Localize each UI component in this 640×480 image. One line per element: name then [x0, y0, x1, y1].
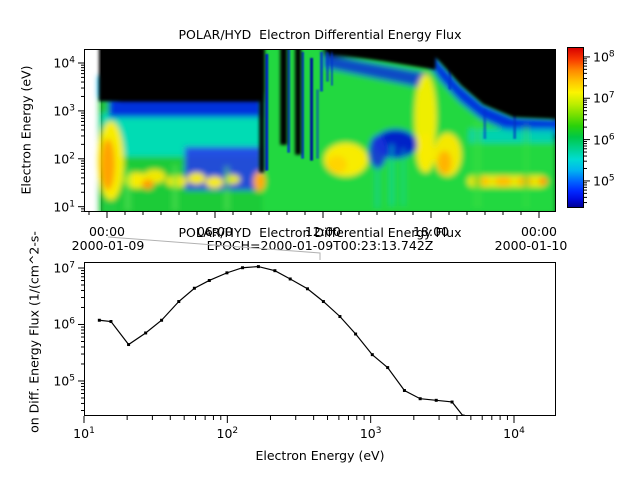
data-point-marker	[321, 300, 325, 304]
data-point-marker	[450, 400, 454, 404]
top-y-axis-label: Electron Energy (eV)	[18, 65, 34, 195]
flux-curve	[97, 265, 465, 415]
bottom-y-tick-label: 106	[53, 316, 75, 333]
data-point-marker	[354, 332, 358, 336]
data-point-marker	[402, 389, 406, 392]
bottom-y-axis-label: on Diff. Energy Flux (1/(cm^2-s-	[26, 231, 42, 433]
data-point-marker	[177, 300, 181, 304]
bottom-x-axis-label: Electron Energy (eV)	[255, 448, 385, 463]
bottom-y-tick-label: 105	[53, 373, 75, 389]
spectrum-plot-title: POLAR/HYD Electron Differential Energy F…	[178, 225, 462, 240]
spectrum-plot[interactable]	[84, 262, 556, 416]
data-point-marker	[241, 266, 245, 270]
bottom-y-tick-label: 107	[53, 260, 75, 276]
data-point-marker	[418, 397, 422, 401]
data-point-marker	[144, 331, 148, 335]
data-point-marker	[127, 343, 131, 347]
data-point-marker	[207, 279, 211, 282]
spectrum-curve	[97, 265, 465, 415]
data-point-marker	[256, 265, 260, 269]
data-point-marker	[225, 271, 229, 275]
data-point-marker	[338, 315, 342, 319]
data-point-marker	[305, 287, 309, 291]
bottom-x-tick-label: 103	[359, 426, 382, 442]
data-point-marker	[160, 318, 164, 322]
data-point-marker	[370, 353, 374, 357]
top-y-tick-label: 104	[53, 55, 75, 71]
data-point-marker	[386, 366, 390, 370]
data-point-marker	[273, 269, 277, 273]
spectrogram-image	[85, 50, 555, 211]
data-point-marker	[192, 286, 196, 290]
colorbar-tick-label: 107	[593, 90, 615, 106]
top-y-tick-label: 101	[53, 199, 75, 215]
colorbar-tick-label: 108	[593, 49, 615, 65]
colorbar-tick-label: 106	[593, 132, 615, 148]
top-plot-title: POLAR/HYD Electron Differential Energy F…	[178, 27, 462, 42]
colorbar	[567, 47, 584, 208]
data-point-marker	[97, 318, 101, 322]
bottom-x-tick-label: 102	[216, 426, 239, 442]
bottom-x-tick-label: 101	[73, 426, 95, 442]
colorbar-tick-label: 105	[593, 173, 615, 189]
top-y-tick-label: 103	[53, 103, 75, 119]
spectrogram-plot[interactable]	[84, 49, 556, 212]
date-label-right: 2000-01-10	[494, 238, 568, 253]
bottom-x-tick-label: 104	[503, 426, 525, 442]
spectrum-plot-subtitle-epoch: EPOCH=2000-01-09T00:23:13.742Z	[206, 238, 434, 253]
data-point-marker	[109, 320, 113, 323]
data-point-marker	[288, 277, 292, 281]
data-point-marker	[434, 398, 438, 402]
top-y-tick-label: 102	[53, 151, 75, 167]
